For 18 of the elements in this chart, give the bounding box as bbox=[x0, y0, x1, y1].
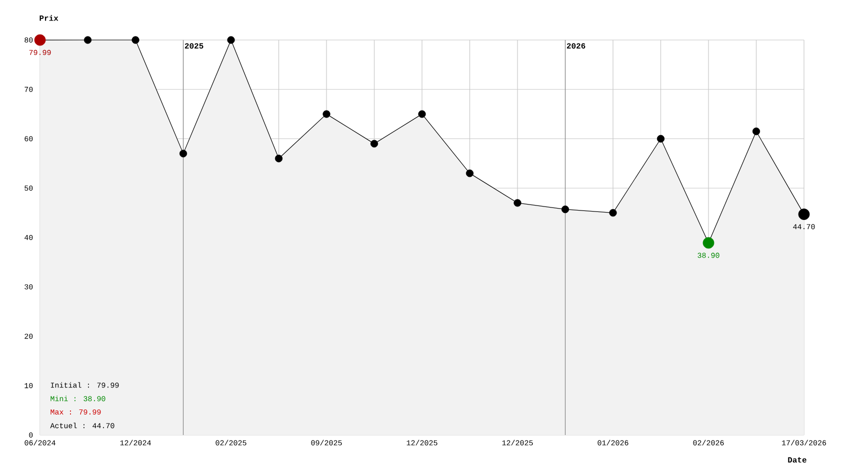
point bbox=[274, 154, 283, 162]
point bbox=[656, 134, 665, 143]
x-axis-title: Date bbox=[788, 457, 806, 463]
y-axis-title: Prix bbox=[40, 14, 58, 21]
point bbox=[179, 150, 188, 158]
point bbox=[370, 140, 378, 148]
annotation: 2025 bbox=[184, 43, 204, 49]
point bbox=[561, 206, 570, 214]
point bbox=[418, 110, 426, 118]
point bbox=[466, 170, 474, 178]
point bbox=[132, 36, 140, 44]
point bbox=[227, 36, 235, 44]
point bbox=[84, 36, 92, 44]
point bbox=[752, 128, 760, 136]
point bbox=[609, 209, 617, 217]
point bbox=[322, 110, 330, 118]
annotation: 2026 bbox=[566, 43, 586, 49]
point bbox=[514, 199, 522, 207]
